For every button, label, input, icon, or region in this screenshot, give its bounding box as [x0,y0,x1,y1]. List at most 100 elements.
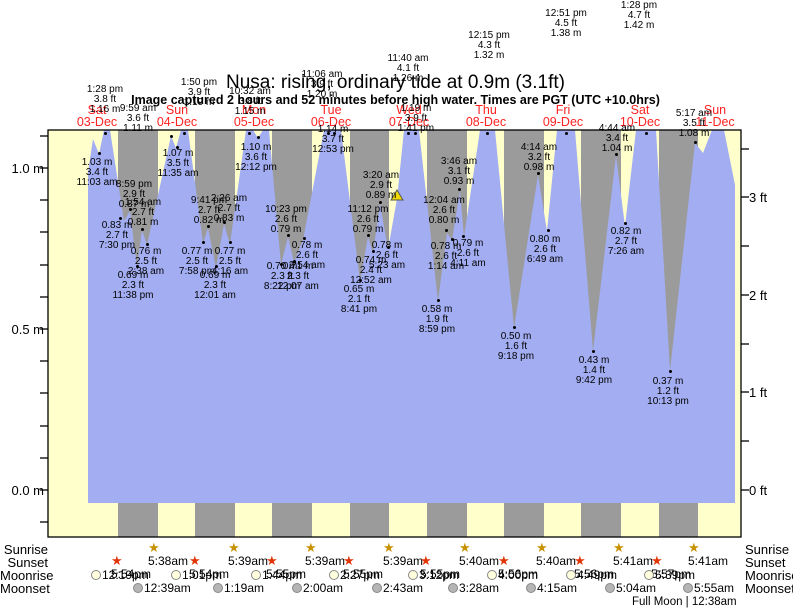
star-sunset-icon: ★ [266,553,278,568]
star-sunrise-icon: ★ [305,540,317,555]
tide-extreme-label-line: 3.5 ft [166,158,190,169]
sunrise-time: 5:39am [383,554,424,568]
tide-extreme-label: 0.77 m 2.5 ft 4:16 am [212,247,248,277]
date-label: Sat 03-Dec [77,103,117,128]
date-label: Sun 11-Dec [695,103,734,128]
tide-extreme-label-line: 1.07 m [162,148,194,159]
tide-extreme-label: 4:44 am 3.4 ft 1.04 m [599,124,635,154]
tide-extreme-label: 8:59 pm 2.9 ft 0.87 m [116,180,152,210]
circle-moonset-icon [372,583,382,593]
tide-extreme-label-line: 4:11 am [450,258,486,269]
sunrise-time: 5:39am [228,554,269,568]
tide-extreme-label-line: 0.76 m [130,246,162,257]
day-date: 04-Dec [156,114,198,129]
meters-axis-label: 0.0 m [11,483,44,498]
date-label: Fri 09-Dec [542,104,584,129]
moonrise-label-right: Moonrise [745,568,793,583]
moonset-entry: 5:04am [605,581,656,595]
feet-axis-label: 2 ft [749,288,768,303]
tide-extreme-label-line: 4.7 ft [627,10,651,21]
tide-extreme-label-line: 12:51 pm [545,8,587,19]
moonrise-entry: 3:12pm [408,568,459,582]
tide-extreme-label-line: 0.69 m [199,270,231,281]
tide-extreme-dot [359,279,362,282]
tide-extreme-label-line: 1.32 m [473,50,505,61]
sunrise-time: 5:40am [536,554,577,568]
tide-extreme-dot [513,326,516,329]
tide-extreme-label-line: 11:06 am [301,69,343,80]
circle-moonset-icon [526,583,536,593]
tide-extreme-dot [445,229,448,232]
sunset-time: 5:55pm [266,567,307,581]
tide-extreme-label-line: 0.79 m [352,224,384,235]
moonrise-time: 12:19pm [102,568,149,582]
tide-extreme-label: 9:41 pm 2.7 ft 0.82 m [191,196,227,226]
sunrise-entry: ★ 5:39am [305,540,346,568]
tide-extreme-label-line: 2.3 ft [270,271,294,282]
circle-moonrise-icon [171,570,181,580]
tide-extreme-dot [547,229,550,232]
tide-extreme-dot [379,201,382,204]
feet-axis-label: 3 ft [749,190,768,205]
tide-extreme-label-line: 0.78 m [430,241,462,252]
day-name: Sat [87,103,107,117]
tide-extreme-label: 0.71 m 2.3 ft 12:07 am [277,262,319,292]
tide-extreme-label-line: 0.58 m [421,304,453,315]
star-sunset-icon: ★ [498,553,510,568]
day-name: Sun [703,103,727,117]
tide-extreme-dot [293,260,296,263]
tide-extreme-label-line: 3.4 ft [605,133,629,144]
sunrise-time: 5:40am [459,554,500,568]
tide-extreme-label-line: 4:44 am [598,123,636,134]
tide-extreme-label-line: 1.08 m [678,128,710,139]
tide-extreme-label-line: 1.2 ft [656,386,680,397]
tide-extreme-dot [136,265,139,268]
tide-extreme-label-line: 3.7 ft [321,134,345,145]
sunset-label-right: Sunset [745,555,786,570]
tide-extreme-label-line: 3.9 ft [187,87,211,98]
star-sunset-icon: ★ [343,553,355,568]
tide-extreme-label-line: 2.5 ft [134,256,158,267]
tide-extreme-label: 0.76 m 2.5 ft 2:38 am [128,247,164,277]
tide-extreme-label-line: 1:28 pm [86,84,124,95]
tide-extreme-label-line: 8:41 pm [340,304,378,315]
day-date: 09-Dec [542,114,584,129]
sunrise-time: 5:39am [305,554,346,568]
tide-extreme-label-line: 3.6 ft [244,152,268,163]
tide-extreme-label: 0.83 m 2.7 ft 7:30 pm [99,221,135,251]
star-sunset-icon: ★ [189,553,201,568]
tide-extreme-label-line: 11:38 pm [112,290,154,301]
tide-extreme-dot [327,132,330,135]
tide-extreme-label-line: 2.9 ft [122,189,146,200]
day-date: 06-Dec [310,114,352,129]
moonrise-time: 5:39pm [655,568,696,582]
tide-extreme-label-line: 2.7 ft [197,205,221,216]
tide-extreme-label-line: 0.71 m [282,261,314,272]
tide-extreme-label: 1.07 m 3.5 ft 11:35 am [158,149,199,179]
tide-extreme-label-line: 12:52 am [350,275,392,286]
moonrise-entry: 5:39pm [644,568,695,582]
day-date: 05-Dec [233,114,275,129]
tide-extreme-label: 12:15 pm 4.3 ft 1.32 m [468,31,510,61]
tide-extreme-dot [223,221,226,224]
tide-extreme-dot [207,225,210,228]
moonrise-time: 4:00pm [498,568,539,582]
tide-extreme-label-line: 0.50 m [500,331,532,342]
day-date: 07-Dec [388,114,430,129]
moonset-entry: 1:19am [213,581,264,595]
tide-extreme-label-line: 0.37 m [652,376,684,387]
tide-extreme-dot [229,241,232,244]
sunrise-entry: ★ 5:38am [148,541,188,568]
tide-extreme-label: 1:54 am 2.7 ft 0.81 m [125,198,161,228]
sunrise-entry: ★ 5:40am [459,541,500,568]
tide-extreme-dot [129,208,132,211]
tide-extreme-label: 10:23 pm 2.6 ft 0.79 m [265,205,307,235]
tide-extreme-label-line: 2.3 ft [121,280,145,291]
tide-extreme-label-line: 0.98 m [523,162,555,173]
tide-extreme-label-line: 1.20 m [306,89,338,100]
moonrise-entry: 2:27pm [329,568,380,582]
circle-moonrise-icon [91,570,101,580]
tide-extreme-dot [367,234,370,237]
tide-extreme-label-line: 1.4 ft [582,365,606,376]
tide-extreme-label-line: 12:01 am [194,290,236,301]
